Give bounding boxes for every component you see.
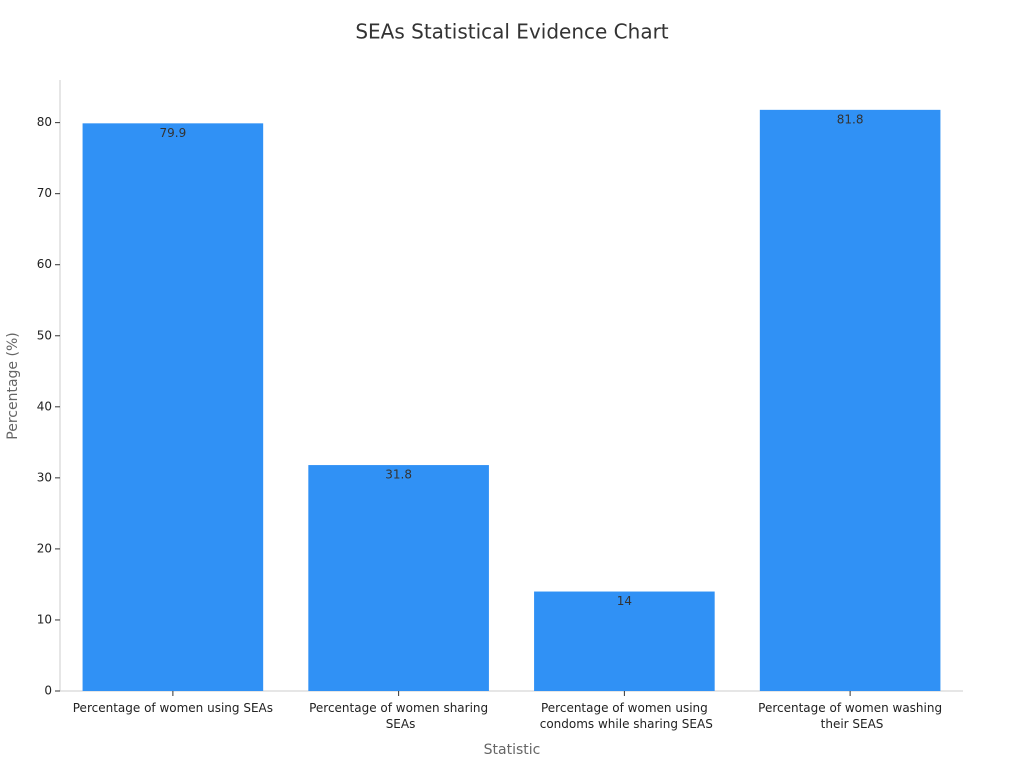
y-tick-label: 10 [37,612,52,626]
y-tick-label: 60 [37,257,52,271]
data-label: 31.8 [385,468,412,482]
data-label: 79.9 [160,126,187,140]
y-tick-label: 0 [44,684,52,698]
data-label: 14 [617,594,632,608]
data-label: 81.8 [837,112,864,126]
y-tick-label: 30 [37,470,52,484]
x-tick-label: Percentage of women sharing SEAs [309,701,488,731]
x-tick-label: Percentage of women using condoms while … [536,701,713,731]
bar [82,123,264,691]
bar [534,591,715,691]
y-tick-label: 20 [37,541,52,555]
bar [759,109,941,691]
y-tick-label: 50 [37,328,52,342]
bar [308,465,489,691]
y-tick-label: 40 [37,399,52,413]
x-axis-label: Statistic [484,742,541,758]
x-tick-label: Percentage of women using SEAs [73,701,273,715]
y-tick-label: 80 [37,115,52,129]
y-tick-label: 70 [37,186,52,200]
x-tick-label: Percentage of women washing their SEAS [758,701,942,731]
chart-title: SEAs Statistical Evidence Chart [355,20,668,44]
y-axis-label: Percentage (%) [5,332,21,439]
